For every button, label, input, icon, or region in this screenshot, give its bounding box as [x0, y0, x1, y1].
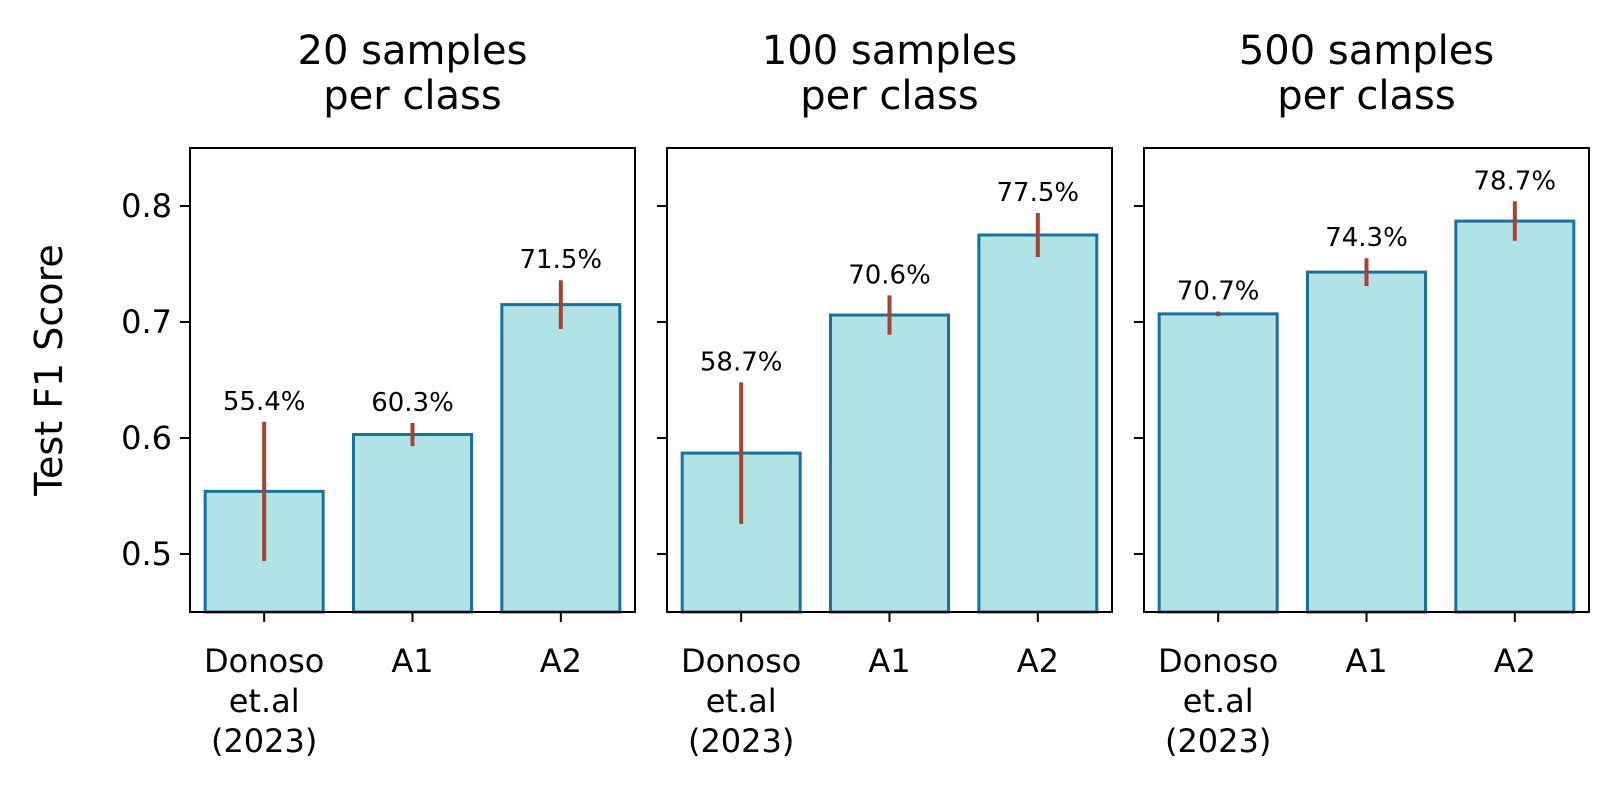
x-tick-label: A2	[1494, 642, 1536, 680]
x-tick-label-line: A2	[1017, 642, 1059, 680]
x-tick-label-line: et.al	[706, 682, 777, 720]
data-label: 60.3%	[371, 388, 454, 418]
x-tick-label-line: A2	[540, 642, 582, 680]
data-label: 77.5%	[997, 178, 1080, 208]
x-tick-label: A1	[868, 642, 910, 680]
data-label: 74.3%	[1325, 223, 1408, 253]
panel-title-line: 100 samples	[762, 28, 1017, 74]
bar	[829, 313, 950, 614]
data-label: 58.7%	[700, 347, 783, 377]
x-tick-label-line: A2	[1494, 642, 1536, 680]
y-tick-label: 0.6	[121, 419, 172, 457]
panel-title-line: 20 samples	[298, 28, 528, 74]
x-tick-label-line: Donoso	[204, 642, 324, 680]
chart-panel-1: 20 samples per class 55.4% 60.3% 71.5% 0.5 0.6…	[121, 28, 636, 760]
y-tick-label: 0.8	[121, 187, 172, 225]
data-label: 78.7%	[1474, 166, 1557, 196]
x-tick-label-line: Donoso	[1158, 642, 1278, 680]
x-tick-label-line: A1	[1345, 642, 1387, 680]
bar	[977, 233, 1099, 614]
panel-title: 20 samples per class	[298, 28, 528, 119]
x-tick-label-line: (2023)	[688, 722, 794, 760]
x-tick-label: Donoso et.al (2023)	[681, 642, 801, 760]
panel-title: 500 samples per class	[1239, 28, 1494, 119]
x-tick-label: Donoso et.al (2023)	[1158, 642, 1278, 760]
data-label: 71.5%	[520, 245, 603, 275]
x-tick-label-line: et.al	[229, 682, 300, 720]
data-label: 70.7%	[1177, 277, 1260, 307]
panel-title-line: per class	[800, 73, 978, 119]
panel-title-line: per class	[323, 73, 501, 119]
bar	[500, 303, 622, 614]
x-tick-label: A1	[391, 642, 433, 680]
x-tick-label-line: A1	[391, 642, 433, 680]
x-tick-label-line: (2023)	[211, 722, 317, 760]
bar	[1306, 270, 1427, 614]
y-axis-label: Test F1 Score	[27, 244, 71, 496]
data-label: 70.6%	[848, 260, 931, 290]
x-tick-label: A1	[1345, 642, 1387, 680]
x-tick-label-line: Donoso	[681, 642, 801, 680]
chart-panel-3: 500 samples per class 70.7% 74.3% 78.7% Donos…	[1134, 28, 1590, 760]
chart-panel-2: 100 samples per class 58.7% 70.6% 77.5% Donos…	[657, 28, 1113, 760]
x-tick-label: A2	[540, 642, 582, 680]
bar	[1454, 219, 1576, 614]
panel-title-line: per class	[1277, 73, 1455, 119]
x-tick-label-line: A1	[868, 642, 910, 680]
x-tick-label-line: et.al	[1183, 682, 1254, 720]
y-tick-label: 0.5	[121, 535, 172, 573]
x-tick-label: A2	[1017, 642, 1059, 680]
panel-title-line: 500 samples	[1239, 28, 1494, 74]
bar	[352, 433, 473, 614]
x-tick-label-line: (2023)	[1165, 722, 1271, 760]
x-tick-label: Donoso et.al (2023)	[204, 642, 324, 760]
data-label: 55.4%	[223, 387, 306, 417]
panel-title: 100 samples per class	[762, 28, 1017, 119]
bar	[1157, 312, 1279, 614]
y-tick-label: 0.7	[121, 303, 172, 341]
